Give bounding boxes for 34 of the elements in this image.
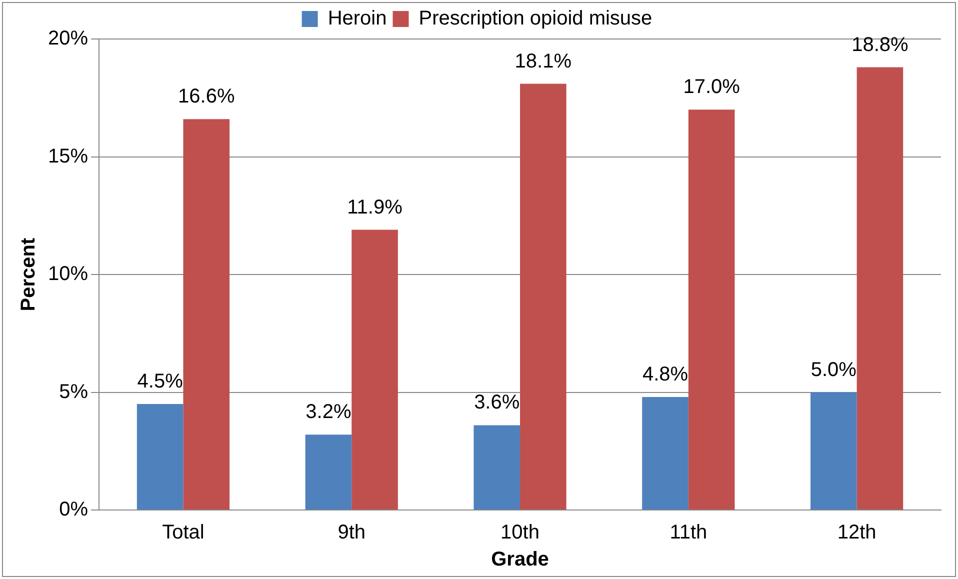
- bar: [474, 425, 520, 510]
- y-tick-label: 10%: [48, 263, 88, 286]
- legend-label: Prescription opioid misuse: [418, 8, 652, 30]
- bar: [136, 404, 184, 510]
- bar: [810, 392, 857, 510]
- x-tick-label: 12th: [837, 522, 876, 544]
- bar: [305, 434, 352, 510]
- data-label: 11.9%: [347, 196, 403, 218]
- x-tick-label: Total: [162, 522, 204, 544]
- legend-label: Heroin: [328, 8, 387, 30]
- data-label: 18.8%: [852, 34, 909, 56]
- x-tick-label: 11th: [670, 522, 708, 544]
- data-label: 18.1%: [514, 50, 572, 72]
- data-label: 5.0%: [810, 358, 857, 381]
- data-label: 3.6%: [474, 392, 520, 414]
- data-label: 17.0%: [683, 76, 740, 98]
- y-axis-title: Percent: [18, 237, 40, 312]
- data-label: 4.5%: [137, 370, 184, 393]
- bar: [352, 230, 398, 510]
- data-label: 16.6%: [178, 86, 235, 108]
- x-axis-title: Grade: [491, 548, 549, 571]
- y-tick-label: 20%: [48, 28, 88, 50]
- x-tick-label: 9th: [338, 522, 366, 544]
- bar: [520, 84, 566, 510]
- bar: [642, 396, 688, 510]
- x-tick-label: 10th: [500, 522, 540, 544]
- data-label: 4.8%: [642, 363, 688, 386]
- bar: [183, 119, 230, 510]
- data-label: 3.2%: [306, 401, 352, 424]
- bar: [856, 67, 904, 510]
- y-tick-label: 5%: [59, 380, 88, 403]
- y-tick-label: 0%: [59, 498, 88, 521]
- y-tick-label: 15%: [48, 145, 88, 168]
- bar: [688, 110, 735, 510]
